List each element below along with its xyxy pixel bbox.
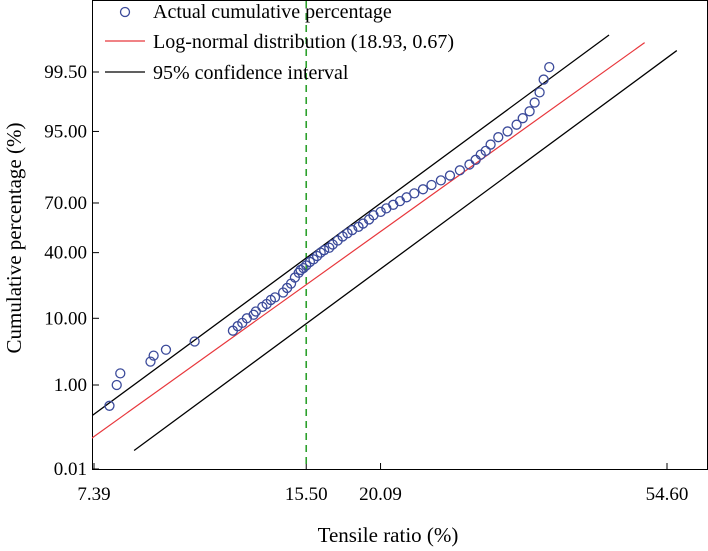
data-point	[324, 242, 335, 253]
data-point	[524, 106, 535, 117]
data-point	[318, 245, 330, 256]
x-axis: 7.39 15.50 20.09 54.60	[77, 463, 688, 505]
data-point	[409, 188, 420, 199]
data-point	[544, 61, 555, 73]
data-point	[189, 336, 200, 347]
data-point	[417, 184, 429, 195]
y-tick-label: 1.00	[54, 375, 87, 396]
legend-marker	[119, 6, 131, 18]
data-point	[485, 139, 496, 150]
data-point	[104, 400, 115, 411]
data-point	[347, 224, 358, 236]
y-tick-label: 0.01	[54, 459, 87, 480]
data-point	[435, 175, 447, 186]
lognormal-fit-line	[92, 42, 645, 439]
data-point	[311, 250, 323, 262]
y-tick-label: 99.50	[44, 62, 87, 83]
x-tick-label: 54.60	[646, 484, 689, 505]
data-point	[480, 145, 491, 157]
data-point	[426, 179, 437, 191]
y-axis-title: Cumulative percentage (%)	[2, 123, 26, 354]
series-points	[104, 61, 555, 411]
data-point	[454, 165, 466, 176]
data-point	[148, 350, 159, 361]
data-point	[301, 260, 312, 271]
legend-label: 95% confidence interval	[153, 62, 349, 84]
data-point	[502, 126, 513, 137]
data-point	[444, 170, 456, 181]
legend-item: Actual cumulative percentage	[119, 1, 392, 23]
data-point	[308, 254, 319, 265]
confidence-interval-line	[133, 50, 678, 452]
data-point	[529, 97, 540, 108]
y-tick-label: 40.00	[44, 243, 87, 264]
data-point	[160, 344, 172, 355]
x-tick-label: 20.09	[359, 484, 402, 505]
data-point	[534, 87, 545, 98]
y-tick-label: 10.00	[44, 308, 87, 329]
data-point	[493, 132, 504, 143]
x-axis-title: Tensile ratio (%)	[318, 523, 459, 547]
data-point	[111, 379, 122, 391]
data-point	[538, 74, 549, 85]
data-point	[248, 309, 259, 320]
data-point	[269, 292, 281, 303]
legend-label: Actual cumulative percentage	[153, 1, 392, 23]
data-point	[115, 368, 126, 379]
legend-label: Log-normal distribution (18.93, 0.67)	[153, 31, 454, 53]
x-tick-label: 15.50	[285, 484, 328, 505]
x-tick-label: 7.39	[77, 484, 110, 505]
legend-item: Log-normal distribution (18.93, 0.67)	[105, 31, 454, 53]
legend-item: 95% confidence interval	[105, 62, 349, 84]
data-point	[375, 206, 386, 218]
legend: Actual cumulative percentage Log-normal d…	[105, 1, 454, 84]
data-point	[511, 119, 522, 130]
data-point	[517, 113, 528, 124]
y-tick-label: 95.00	[44, 121, 87, 142]
y-tick-label: 70.00	[44, 193, 87, 214]
data-point	[298, 262, 309, 274]
y-axis: 0.01 1.00 10.00 40.00 70.00 95.00 99.50	[44, 62, 99, 480]
data-point	[145, 356, 156, 367]
